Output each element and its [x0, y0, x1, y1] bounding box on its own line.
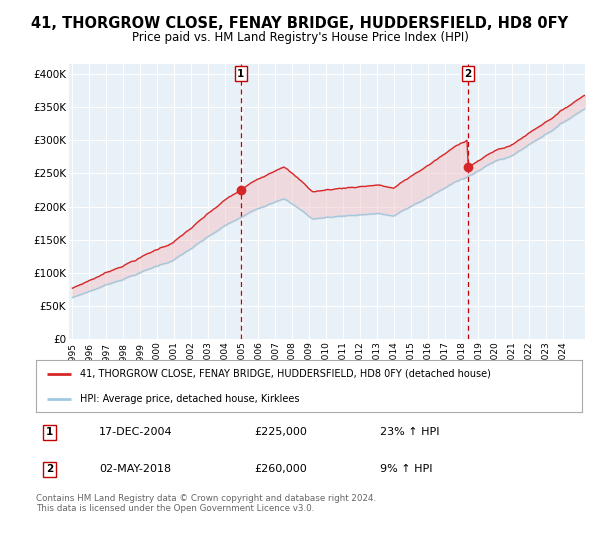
Text: 2: 2: [46, 464, 53, 474]
Text: 1: 1: [46, 427, 53, 437]
Text: HPI: Average price, detached house, Kirklees: HPI: Average price, detached house, Kirk…: [80, 394, 299, 404]
Text: Price paid vs. HM Land Registry's House Price Index (HPI): Price paid vs. HM Land Registry's House …: [131, 31, 469, 44]
Text: 41, THORGROW CLOSE, FENAY BRIDGE, HUDDERSFIELD, HD8 0FY: 41, THORGROW CLOSE, FENAY BRIDGE, HUDDER…: [31, 16, 569, 31]
Text: Contains HM Land Registry data © Crown copyright and database right 2024.
This d: Contains HM Land Registry data © Crown c…: [36, 494, 376, 514]
Text: £225,000: £225,000: [254, 427, 307, 437]
Text: 02-MAY-2018: 02-MAY-2018: [99, 464, 171, 474]
Text: £260,000: £260,000: [254, 464, 307, 474]
Text: 2: 2: [464, 68, 472, 78]
Text: 9% ↑ HPI: 9% ↑ HPI: [380, 464, 433, 474]
Text: 1: 1: [237, 68, 245, 78]
Text: 23% ↑ HPI: 23% ↑ HPI: [380, 427, 439, 437]
Text: 41, THORGROW CLOSE, FENAY BRIDGE, HUDDERSFIELD, HD8 0FY (detached house): 41, THORGROW CLOSE, FENAY BRIDGE, HUDDER…: [80, 369, 491, 379]
Text: 17-DEC-2004: 17-DEC-2004: [99, 427, 172, 437]
